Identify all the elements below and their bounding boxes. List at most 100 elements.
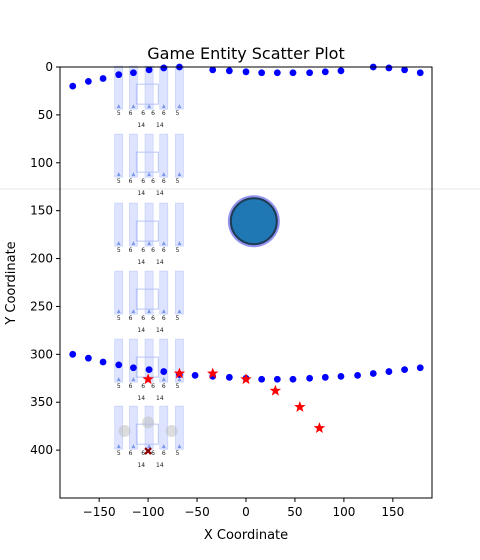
- sprite-number: 14: [156, 327, 164, 334]
- series-circle: [69, 350, 424, 383]
- sprite-cell: [144, 65, 154, 110]
- sprite-number: 6: [129, 450, 133, 457]
- sprite-arrow: [147, 172, 152, 177]
- sprite-cell: [175, 202, 184, 247]
- sprite-cell: [175, 270, 184, 315]
- sprite-number: 6: [141, 383, 145, 390]
- sprite-number: 6: [129, 383, 133, 390]
- data-point: [258, 69, 266, 77]
- data-point: [69, 82, 77, 90]
- data-point: [99, 358, 107, 366]
- sprite-number: 6: [141, 315, 145, 322]
- data-point: [416, 364, 424, 372]
- chart-title: Game Entity Scatter Plot: [147, 44, 344, 63]
- sprite-number: 14: [137, 259, 145, 266]
- data-point: [354, 372, 361, 379]
- sprite-cell: [114, 338, 124, 383]
- data-point: [337, 67, 345, 75]
- x-tick-label: 100: [332, 505, 355, 519]
- sprite-arrow: [161, 444, 166, 449]
- sprite-number: 6: [129, 110, 133, 117]
- sprite-frame: [135, 220, 159, 242]
- series-circle: [69, 63, 424, 90]
- sprite-overlay: 5 6 6 6 6 514 145 6 6 6 6 514 145 6 6 6 6 514 145 6 6 6 6 514 14…: [114, 65, 184, 469]
- sprite-number: 14: [156, 462, 164, 469]
- data-point: [385, 64, 393, 72]
- series-circle-faded: [118, 416, 178, 437]
- data-point: [385, 368, 393, 375]
- sprite-number: 6: [162, 110, 166, 117]
- sprite-cell: [129, 270, 138, 315]
- sprite-cell: [175, 65, 184, 110]
- y-tick-label: 250: [30, 299, 53, 313]
- sprite-arrow: [161, 309, 166, 314]
- sprite-arrow: [131, 172, 136, 177]
- sprite-number: 6: [162, 450, 166, 457]
- sprite-arrow: [177, 241, 182, 246]
- y-tick-label: 400: [30, 443, 53, 457]
- y-tick-label: 0: [45, 60, 53, 74]
- x-tick-label: 0: [242, 505, 250, 519]
- sprite-arrow: [177, 444, 182, 449]
- data-point: [321, 68, 329, 76]
- sprite-number: 5: [176, 247, 180, 254]
- sprite-number: 5: [176, 178, 180, 185]
- data-point: [160, 64, 168, 72]
- big-point: [229, 197, 278, 246]
- sprite-number: 6: [151, 110, 155, 117]
- series-x: [144, 447, 152, 455]
- sprite-number: 6: [162, 247, 166, 254]
- data-point: [191, 372, 199, 379]
- y-tick-label: 50: [38, 108, 53, 122]
- sprite-arrow: [116, 241, 121, 246]
- data-point: [289, 69, 297, 77]
- sprite-frame: [135, 288, 159, 310]
- x-tick-label: 50: [287, 505, 302, 519]
- sprite-arrow: [177, 309, 182, 314]
- x-tick-label: −100: [132, 505, 165, 519]
- sprite-number: 6: [129, 247, 133, 254]
- data-point: [115, 361, 123, 369]
- sprite-number: 5: [117, 383, 121, 390]
- data-point: [401, 366, 408, 374]
- sprite-number: 6: [141, 110, 145, 117]
- faded-point: [165, 424, 178, 437]
- sprite-arrow: [177, 377, 182, 382]
- axes: −150 −100 −50 0 50 100 150 0 50 100 150 200 250 300 35…: [30, 60, 404, 519]
- sprite-number: 6: [129, 315, 133, 322]
- sprite-arrow: [161, 241, 166, 246]
- sprite-cell: [129, 338, 138, 383]
- sprite-arrow: [147, 241, 152, 246]
- data-point: [225, 373, 233, 381]
- sprite-cell: [114, 202, 124, 247]
- sprite-arrow: [147, 104, 152, 109]
- sprite-number: 6: [151, 383, 155, 390]
- sprite-cell: [144, 202, 154, 247]
- sprite-number: 6: [151, 315, 155, 322]
- data-point: [289, 375, 297, 383]
- data-point: [225, 67, 233, 75]
- sprite-arrow: [131, 444, 136, 449]
- data-point: [337, 372, 345, 380]
- data-point: [273, 69, 281, 77]
- star-point: [207, 367, 219, 379]
- sprite-number: 14: [137, 122, 145, 129]
- star-point: [294, 401, 306, 412]
- sprite-arrow: [116, 309, 121, 314]
- star-point: [269, 384, 282, 396]
- data-point: [160, 368, 168, 375]
- sprite-cell: [175, 405, 184, 450]
- sprite-number: 6: [151, 178, 155, 185]
- sprite-arrow: [131, 104, 136, 109]
- sprite-number: 6: [151, 247, 155, 254]
- sprite-arrow: [131, 377, 136, 382]
- sprite-arrow: [177, 104, 182, 109]
- sprite-row: 5 6 6 6 6 514 14: [114, 338, 184, 402]
- star-point: [142, 373, 154, 385]
- data-point: [99, 75, 107, 82]
- sprite-cell: [175, 133, 184, 178]
- sprite-number: 6: [141, 178, 145, 185]
- sprite-number: 14: [156, 190, 164, 197]
- sprite-cell: [144, 133, 154, 178]
